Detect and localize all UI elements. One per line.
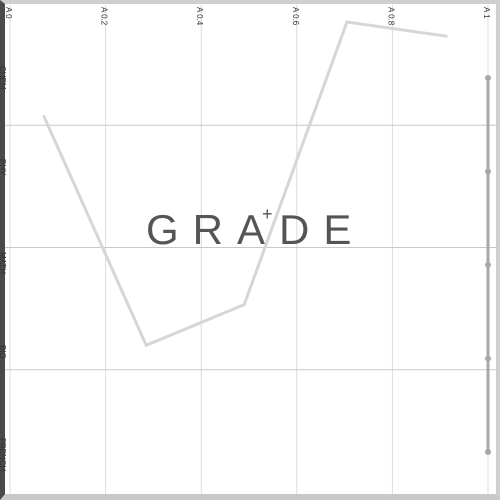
x-tick-label: A 0.2 (100, 7, 109, 26)
x-tick-label: A 1 (482, 7, 491, 19)
title-plus-mark: + (262, 204, 273, 224)
slider-stop[interactable] (485, 355, 491, 362)
slider-stop[interactable] (485, 168, 491, 175)
y-category-label: CHEM (0, 66, 7, 90)
x-tick-label: A 0.8 (386, 7, 395, 26)
x-tick-label: A 0.6 (291, 7, 300, 26)
y-category-label: FRENCH (0, 438, 7, 472)
slider-stop[interactable] (485, 75, 491, 81)
y-category-label: MATH (0, 252, 7, 274)
x-tick-label: A 0.4 (195, 7, 204, 26)
chart-title: GRADE (146, 206, 365, 253)
slider-stop[interactable] (485, 262, 491, 268)
y-category-label: BIO (0, 345, 7, 359)
y-axis-ticks: CHEM PHY MATH BIO FRENCH (0, 66, 7, 472)
y-category-label: PHY (0, 159, 7, 176)
range-slider[interactable] (485, 75, 491, 455)
x-tick-label: A 0 (4, 7, 13, 19)
x-axis-ticks: A 0 A 0.2 A 0.4 A 0.6 A 0.8 A 1 (4, 7, 491, 26)
grade-series-line (42, 20, 448, 348)
slider-stop[interactable] (485, 449, 491, 455)
